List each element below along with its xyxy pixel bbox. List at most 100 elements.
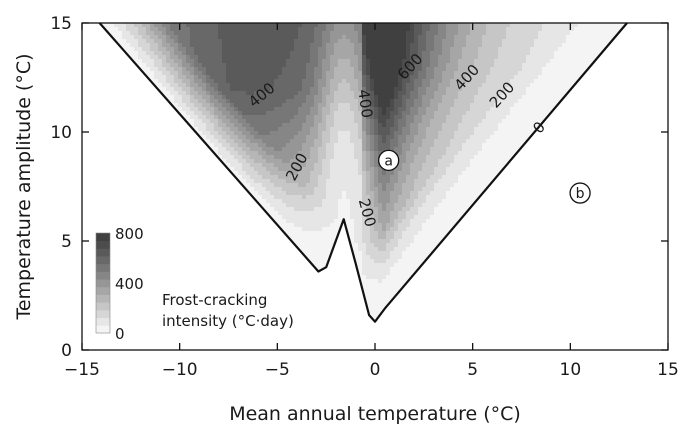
contour-cell [262,347,267,352]
contour-cell [194,179,199,184]
contour-cell [194,239,199,244]
contour-cell [286,43,291,48]
contour-cell [158,119,163,124]
contour-cell [214,39,219,44]
contour-cell [242,51,247,56]
contour-cell [110,127,115,132]
contour-cell [294,135,299,140]
contour-cell [294,75,299,80]
contour-cell [186,347,191,352]
contour-cell [126,71,131,76]
contour-cell [174,195,179,200]
contour-cell [194,247,199,252]
contour-cell [266,167,271,172]
contour-cell [282,47,287,52]
contour-cell [166,279,171,284]
contour-cell [194,283,199,288]
contour-cell [226,83,231,88]
contour-cell [310,347,315,352]
contour-cell [134,335,139,340]
contour-cell [122,143,127,148]
contour-cell [126,175,131,180]
contour-cell [86,167,91,172]
contour-cell [262,55,267,60]
contour-cell [250,119,255,124]
contour-cell [278,91,283,96]
contour-cell [114,159,119,164]
contour-cell [118,83,123,88]
contour-cell [186,163,191,168]
contour-cell [322,175,327,180]
contour-cell [178,187,183,192]
contour-cell [126,195,131,200]
contour-cell [218,167,223,172]
contour-cell [230,51,235,56]
contour-cell [310,327,315,332]
contour-cell [162,155,167,160]
contour-cell [166,119,171,124]
contour-cell [310,211,315,216]
contour-cell [262,215,267,220]
contour-cell [258,195,263,200]
contour-cell [306,287,311,292]
contour-cell [158,179,163,184]
contour-cell [158,59,163,64]
contour-cell [250,139,255,144]
contour-cell [186,63,191,68]
contour-cell [282,263,287,268]
contour-cell [214,59,219,64]
contour-cell [310,155,315,160]
contour-cell [154,295,159,300]
contour-cell [102,87,107,92]
contour-cell [82,211,87,216]
contour-cell [102,91,107,96]
contour-cell [294,211,299,216]
contour-cell [146,167,151,172]
contour-cell [146,43,151,48]
contour-cell [118,127,123,132]
contour-cell [310,51,315,56]
contour-cell [114,179,119,184]
contour-cell [302,275,307,280]
contour-cell [282,119,287,124]
contour-cell [286,259,291,264]
contour-cell [266,279,271,284]
contour-cell [294,151,299,156]
contour-cell [94,83,99,88]
contour-cell [254,231,259,236]
contour-cell [226,239,231,244]
contour-cell [162,239,167,244]
contour-cell [90,347,95,352]
contour-cell [322,235,327,240]
contour-cell [150,255,155,260]
contour-cell [186,75,191,80]
contour-cell [210,227,215,232]
contour-cell [234,79,239,84]
contour-cell [314,123,319,128]
contour-cell [190,179,195,184]
contour-cell [290,291,295,296]
contour-cell [274,275,279,280]
contour-cell [186,91,191,96]
contour-cell [258,215,263,220]
contour-cell [222,91,227,96]
contour-cell [218,151,223,156]
contour-cell [126,87,131,92]
contour-cell [302,243,307,248]
contour-cell [278,147,283,152]
contour-cell [122,75,127,80]
contour-cell [210,87,215,92]
contour-cell [218,199,223,204]
contour-cell [282,183,287,188]
contour-cell [142,27,147,32]
contour-cell [254,219,259,224]
contour-cell [150,51,155,56]
contour-cell [262,203,267,208]
contour-cell [214,163,219,168]
contour-cell [182,159,187,164]
contour-cell [310,59,315,64]
contour-cell [174,55,179,60]
contour-cell [118,39,123,44]
contour-cell [218,335,223,340]
contour-cell [254,55,259,60]
